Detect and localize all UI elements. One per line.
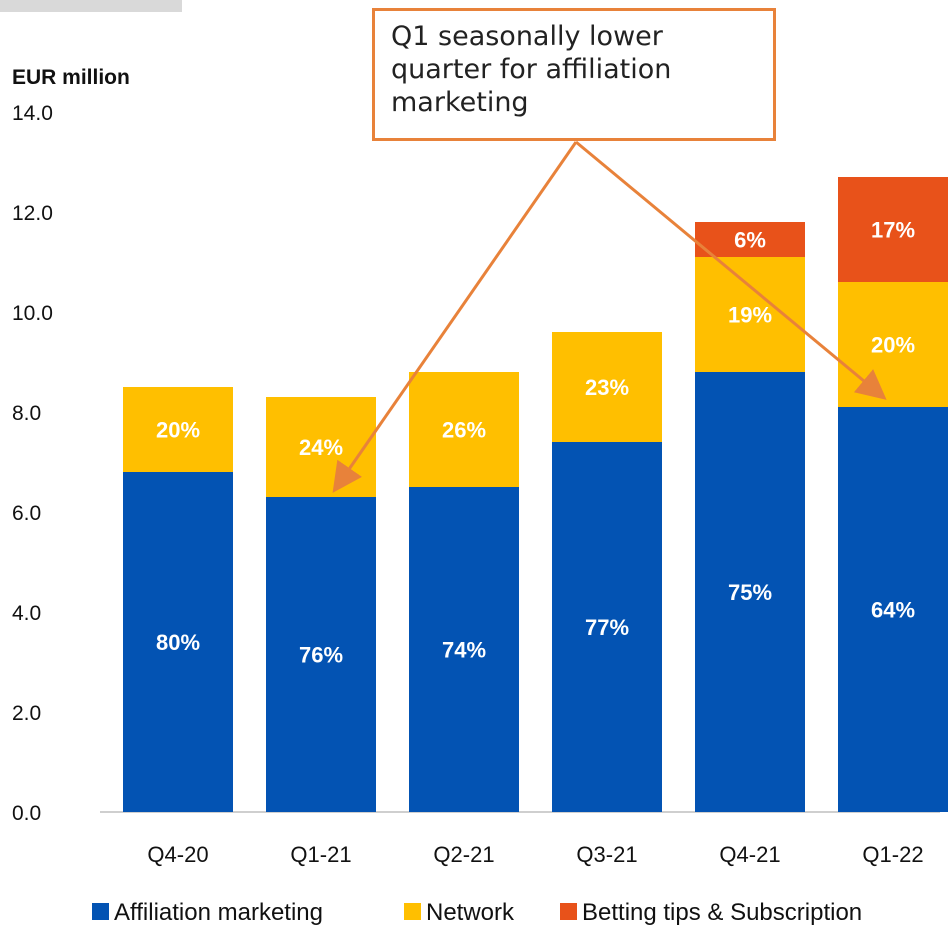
- legend-swatch: [92, 903, 109, 920]
- y-tick-label: 12.0: [12, 202, 53, 225]
- y-tick-label: 8.0: [12, 402, 41, 425]
- data-label: 19%: [728, 303, 772, 328]
- legend-label: Affiliation marketing: [114, 899, 323, 926]
- y-tick-label: 10.0: [12, 302, 53, 325]
- bar-segment-affiliation-marketing: [123, 472, 233, 812]
- data-label: 23%: [585, 375, 629, 400]
- bar-segment-network: [695, 257, 805, 372]
- x-axis-ticks: Q4-20 Q1-21 Q2-21 Q3-21 Q4-21 Q1-22: [147, 842, 923, 867]
- bar-labels: 80% 20% 76% 24% 74% 26% 77% 23% 75% 19% 6% 64% 20% 17…: [156, 218, 915, 668]
- data-label: 74%: [442, 638, 486, 663]
- y-axis-label: EUR million: [12, 66, 130, 89]
- bar-segment-network: [552, 332, 662, 442]
- data-label: 26%: [442, 418, 486, 443]
- y-axis-ticks: 0.0 2.0 4.0 6.0 8.0 10.0 12.0 14.0: [12, 102, 53, 825]
- data-label: 77%: [585, 615, 629, 640]
- data-label: 17%: [871, 218, 915, 243]
- bar-segment-affiliation-marketing: [695, 372, 805, 812]
- callout-arrow-to-q1-21: [332, 141, 578, 493]
- y-tick-label: 14.0: [12, 102, 53, 125]
- bar-segment-betting-tips-subscription: [695, 222, 805, 257]
- callout-arrow-to-q1-22: [575, 140, 887, 400]
- bar-segment-affiliation-marketing: [266, 497, 376, 812]
- x-tick-label: Q3-21: [576, 842, 637, 867]
- data-label: 6%: [734, 228, 766, 253]
- x-tick-label: Q4-21: [719, 842, 780, 867]
- x-tick-label: Q1-22: [862, 842, 923, 867]
- x-tick-label: Q4-20: [147, 842, 208, 867]
- callout-text: Q1 seasonally lower quarter for affiliat…: [391, 21, 672, 118]
- data-label: 24%: [299, 435, 343, 460]
- x-tick-label: Q1-21: [290, 842, 351, 867]
- bars: [123, 177, 948, 812]
- data-label: 80%: [156, 630, 200, 655]
- data-label: 64%: [871, 598, 915, 623]
- bar-segment-betting-tips-subscription: [838, 177, 948, 282]
- callout-arrows: [332, 140, 887, 493]
- y-tick-label: 4.0: [12, 602, 41, 625]
- y-tick-label: 0.0: [12, 802, 41, 825]
- bar-segment-network: [409, 372, 519, 487]
- bar-segment-network: [123, 387, 233, 472]
- data-label: 75%: [728, 580, 772, 605]
- legend-swatch: [560, 903, 577, 920]
- y-tick-label: 2.0: [12, 702, 41, 725]
- bar-segment-affiliation-marketing: [838, 407, 948, 812]
- data-label: 20%: [156, 418, 200, 443]
- bar-segment-affiliation-marketing: [409, 487, 519, 812]
- x-tick-label: Q2-21: [433, 842, 494, 867]
- legend: Affiliation marketing Network Betting tips…: [92, 899, 862, 926]
- header-tab-bar: [0, 0, 182, 12]
- legend-swatch: [404, 903, 421, 920]
- legend-label: Betting tips & Subscription: [582, 899, 862, 926]
- callout-box: Q1 seasonally lower quarter for affiliat…: [372, 8, 776, 141]
- data-label: 76%: [299, 643, 343, 668]
- y-tick-label: 6.0: [12, 502, 41, 525]
- bar-segment-affiliation-marketing: [552, 442, 662, 812]
- legend-label: Network: [426, 899, 515, 926]
- data-label: 20%: [871, 333, 915, 358]
